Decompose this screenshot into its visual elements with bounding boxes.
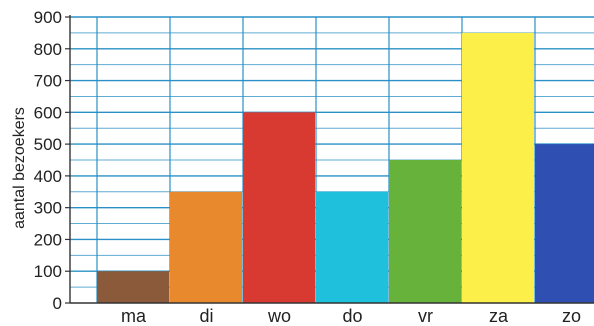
y-tick-label: 400 <box>34 167 62 186</box>
bar-wo <box>243 112 315 303</box>
y-tick-labels: 0 100 200 300 400 500 600 700 800 900 <box>34 8 62 313</box>
bar-vr <box>389 160 461 303</box>
bars <box>97 32 594 304</box>
y-tick-label: 800 <box>34 40 62 59</box>
x-category-label: za <box>489 306 509 326</box>
y-tick-label: 900 <box>34 8 62 27</box>
bar-zo <box>535 144 594 303</box>
x-category-label: ma <box>121 306 147 326</box>
y-tick-label: 200 <box>34 230 62 249</box>
bar-di <box>170 191 242 303</box>
y-axis-title: aantal bezoekers <box>11 107 28 229</box>
y-tick-label: 500 <box>34 135 62 154</box>
x-category-label: di <box>199 306 213 326</box>
bar-do <box>316 191 388 303</box>
x-category-label: vr <box>418 306 433 326</box>
y-tick-label: 300 <box>34 199 62 218</box>
x-category-label: wo <box>267 306 291 326</box>
x-category-labels: ma di wo do vr za zo <box>121 306 581 326</box>
axes <box>65 15 594 304</box>
x-category-label: zo <box>562 306 581 326</box>
x-category-label: do <box>342 306 362 326</box>
bar-ma <box>97 271 169 303</box>
y-tick-label: 600 <box>34 103 62 122</box>
bar-za <box>462 32 534 304</box>
y-tick-label: 0 <box>53 294 62 313</box>
y-tick-label: 100 <box>34 262 62 281</box>
y-tick-label: 700 <box>34 72 62 91</box>
